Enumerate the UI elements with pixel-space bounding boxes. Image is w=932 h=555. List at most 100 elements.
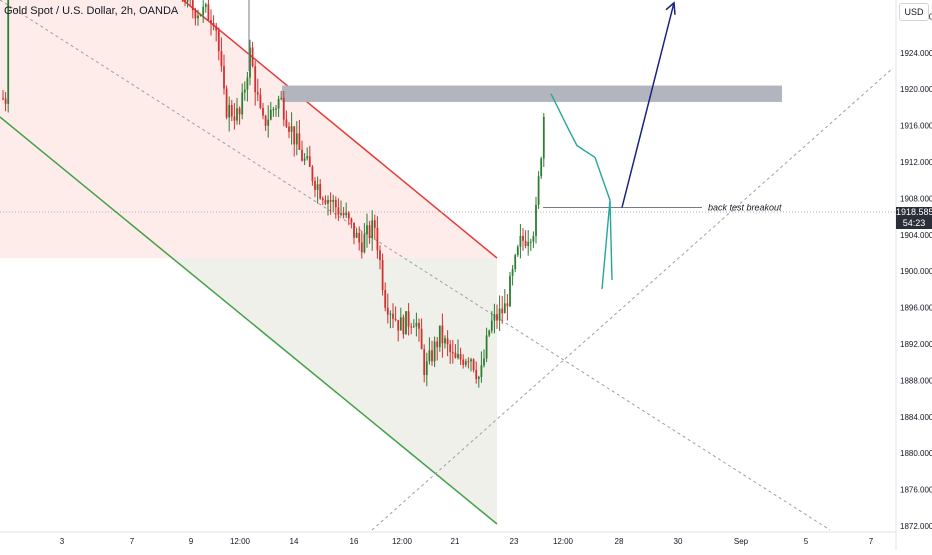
- candle-body: [309, 156, 311, 167]
- candle-body: [265, 116, 267, 126]
- candle-body: [439, 326, 441, 348]
- candle-body: [410, 327, 412, 328]
- candle-body: [530, 242, 532, 243]
- candle-body: [390, 314, 392, 315]
- candle-body: [483, 359, 485, 366]
- projection-blue-line: [622, 3, 674, 208]
- candle-body: [426, 361, 428, 375]
- candle-body: [239, 108, 241, 114]
- candle-body: [247, 78, 249, 90]
- x-tick-label: 21: [451, 537, 460, 546]
- y-tick-label: 1916.000: [900, 122, 932, 131]
- candle-body: [514, 255, 516, 269]
- x-tick-label: 3: [60, 537, 65, 546]
- candle-body: [481, 365, 483, 377]
- candle-body: [197, 16, 199, 19]
- candle-body: [457, 354, 459, 358]
- candle-body: [356, 233, 358, 238]
- candle-body: [304, 158, 306, 160]
- candle-body: [221, 51, 223, 66]
- x-tick-label: 5: [804, 537, 809, 546]
- resistance-zone-rect: [282, 86, 782, 102]
- candle-body: [527, 242, 529, 246]
- candle-body: [449, 344, 451, 352]
- candle-body: [187, 0, 189, 2]
- candle-body: [423, 349, 425, 375]
- candle-body: [257, 92, 259, 94]
- y-tick-label: 1900.000: [900, 267, 932, 276]
- candle-body: [364, 234, 366, 252]
- candle-body: [455, 353, 457, 358]
- candle-body: [275, 109, 277, 110]
- candle-body: [392, 314, 394, 319]
- candle-body: [226, 89, 228, 118]
- candle-body: [319, 184, 321, 198]
- candle-body: [416, 323, 418, 326]
- candle-body: [330, 200, 332, 202]
- x-tick-label: 30: [674, 537, 683, 546]
- candle-body: [314, 181, 316, 190]
- y-tick-label: 1920.000: [900, 85, 932, 94]
- candle-body: [361, 243, 363, 253]
- candle-body: [218, 31, 220, 51]
- chart-title: Gold Spot / U.S. Dollar, 2h, OANDA: [4, 5, 178, 17]
- candle-body: [231, 105, 233, 116]
- candle-body: [210, 20, 212, 23]
- candle-body: [205, 4, 207, 7]
- candle-body: [288, 127, 290, 132]
- current-price-tag: 1918.585 54:23: [896, 207, 932, 229]
- candle-body: [335, 200, 337, 207]
- candle-body: [366, 225, 368, 234]
- candle-body: [244, 90, 246, 93]
- candle-body: [444, 338, 446, 343]
- candle-body: [405, 311, 407, 334]
- candle-body: [429, 350, 431, 361]
- bar-countdown: 54:23: [896, 218, 932, 229]
- candle-body: [488, 331, 490, 336]
- candle-body: [296, 133, 298, 144]
- candle-body: [413, 326, 415, 327]
- candle-body: [475, 370, 477, 379]
- candle-body: [332, 200, 334, 202]
- candle-body: [387, 308, 389, 315]
- reactive-zone-label: reactive zone: [746, 0, 800, 1]
- x-tick-label: 14: [290, 537, 299, 546]
- candle-body: [465, 361, 467, 365]
- candle-body: [538, 176, 540, 205]
- projection-teal-path: [551, 94, 610, 200]
- candle-body: [507, 303, 509, 306]
- candle-body: [496, 314, 498, 320]
- y-tick-label: 1924.000: [900, 49, 932, 58]
- candle-body: [431, 350, 433, 361]
- candle-body: [312, 167, 314, 181]
- candle-body: [5, 99, 7, 104]
- candle-body: [338, 207, 340, 214]
- y-tick-label: 1872.000: [900, 522, 932, 531]
- candle-body: [184, 0, 186, 2]
- candle-body: [223, 66, 225, 88]
- candle-body: [343, 213, 345, 215]
- candle-body: [317, 184, 319, 190]
- x-tick-label: 7: [869, 537, 874, 546]
- candle-body: [436, 342, 438, 348]
- y-tick-label: 1904.000: [900, 231, 932, 240]
- projection-blue-arrowhead: [666, 3, 675, 15]
- candle-body: [351, 219, 353, 223]
- candle-body: [278, 99, 280, 109]
- currency-button[interactable]: USD: [899, 3, 929, 21]
- candle-body: [400, 317, 402, 330]
- candle-body: [520, 236, 522, 247]
- candle-body: [236, 108, 238, 120]
- y-tick-label: 1880.000: [900, 449, 932, 458]
- candle-body: [340, 213, 342, 215]
- candle-body: [517, 247, 519, 255]
- candle-body: [234, 116, 236, 120]
- candle-body: [369, 225, 371, 238]
- candle-body: [512, 269, 514, 276]
- x-tick-label: 12:00: [392, 537, 413, 546]
- candle-body: [421, 329, 423, 349]
- candle-body: [299, 133, 301, 149]
- x-tick-label: 12:00: [230, 537, 251, 546]
